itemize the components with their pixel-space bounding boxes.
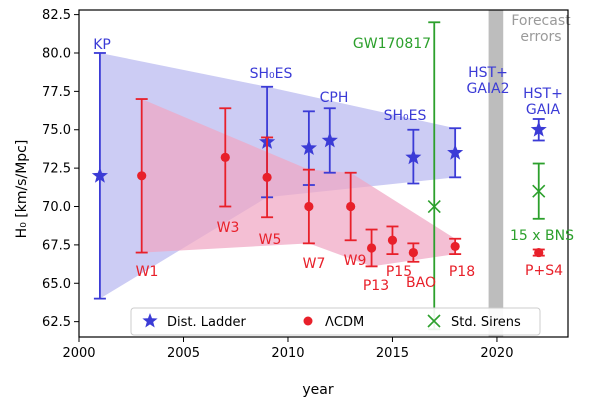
lcdm-point: [387, 235, 398, 245]
legend-label: Dist. Ladder: [167, 315, 246, 330]
y-tick-label: 65.0: [42, 277, 71, 292]
forecast-label: errors: [520, 29, 561, 45]
ladder-point: [530, 121, 547, 137]
lcdm-point: [534, 247, 544, 258]
lcdm-point: [304, 201, 314, 212]
ladder-point: [405, 148, 422, 165]
y-tick-label: 67.5: [42, 238, 71, 253]
band-lcdm: [141, 99, 456, 267]
y-tick-label: 80.0: [42, 46, 71, 61]
point-label: SH₀ES: [250, 66, 293, 82]
legend-label: ΛCDM: [325, 315, 364, 330]
siren-point: [532, 184, 546, 198]
point-label: W9: [344, 253, 367, 269]
y-tick-label: 70.0: [42, 200, 71, 215]
legend-lcdm-marker: [303, 316, 313, 326]
lcdm-point: [137, 171, 147, 181]
y-tick-label: 62.5: [42, 315, 71, 330]
x-tick-label: 2010: [271, 346, 304, 361]
point-label: KP: [93, 37, 111, 53]
x-tick-label: 2020: [480, 346, 513, 361]
y-tick-label: 75.0: [42, 123, 71, 138]
lcdm-point: [262, 172, 272, 182]
point-label: GW170817: [353, 36, 431, 52]
ladder-point: [321, 132, 338, 148]
point-label: SH₀ES: [384, 108, 427, 124]
lcdm-point: [366, 243, 377, 253]
point-label: P+S4: [525, 263, 563, 279]
lcdm-point: [408, 247, 418, 258]
ladder-point: [300, 139, 317, 155]
point-label: P13: [363, 278, 389, 294]
plot-frame: [78, 9, 569, 338]
legend-siren-marker: [427, 314, 441, 328]
uncertainty-bands: [99, 52, 456, 299]
point-label: W3: [217, 220, 240, 236]
point-label: GAIA: [526, 102, 561, 118]
point-label: W1: [136, 264, 159, 280]
y-tick-label: 82.5: [42, 8, 71, 23]
forecast-shade: [488, 10, 504, 337]
point-label: HST+: [523, 86, 563, 102]
lcdm-point: [220, 152, 230, 162]
point-label: W5: [259, 232, 282, 248]
forecast-label: Forecast: [511, 13, 571, 29]
legend-ladder-marker: [142, 313, 158, 328]
y-axis-title: H₀ [km/s/Mpc]: [14, 140, 30, 239]
point-label: BAO: [406, 275, 436, 291]
siren-point: [427, 199, 441, 214]
x-axis-title: year: [302, 382, 333, 398]
lcdm-point: [346, 201, 356, 212]
legend: Dist. Ladder ΛCDM Std. Sirens: [130, 307, 541, 336]
y-tick-label: 77.5: [42, 85, 71, 100]
axes: 2000 2005 2010 2015 2020 62.5 65.0 67.5 70.0 72.5…: [42, 8, 569, 361]
data-marks: [91, 21, 547, 331]
point-label: GAIA2: [466, 81, 509, 97]
point-label: W7: [303, 256, 326, 272]
ladder-point: [447, 144, 464, 160]
point-label: HST+: [468, 65, 508, 81]
y-tick-label: 72.5: [42, 162, 71, 177]
x-tick-label: 2015: [376, 346, 409, 361]
point-label: P18: [449, 264, 475, 280]
x-tick-label: 2000: [62, 346, 95, 361]
legend-label: Std. Sirens: [451, 315, 521, 330]
point-label: P15: [386, 264, 412, 280]
legend-box: [130, 307, 541, 336]
point-label: CPH: [320, 90, 349, 106]
x-tick-label: 2005: [167, 346, 200, 361]
point-label: 15 x BNS: [510, 228, 574, 244]
lcdm-point: [450, 241, 460, 252]
ladder-point: [91, 167, 108, 183]
